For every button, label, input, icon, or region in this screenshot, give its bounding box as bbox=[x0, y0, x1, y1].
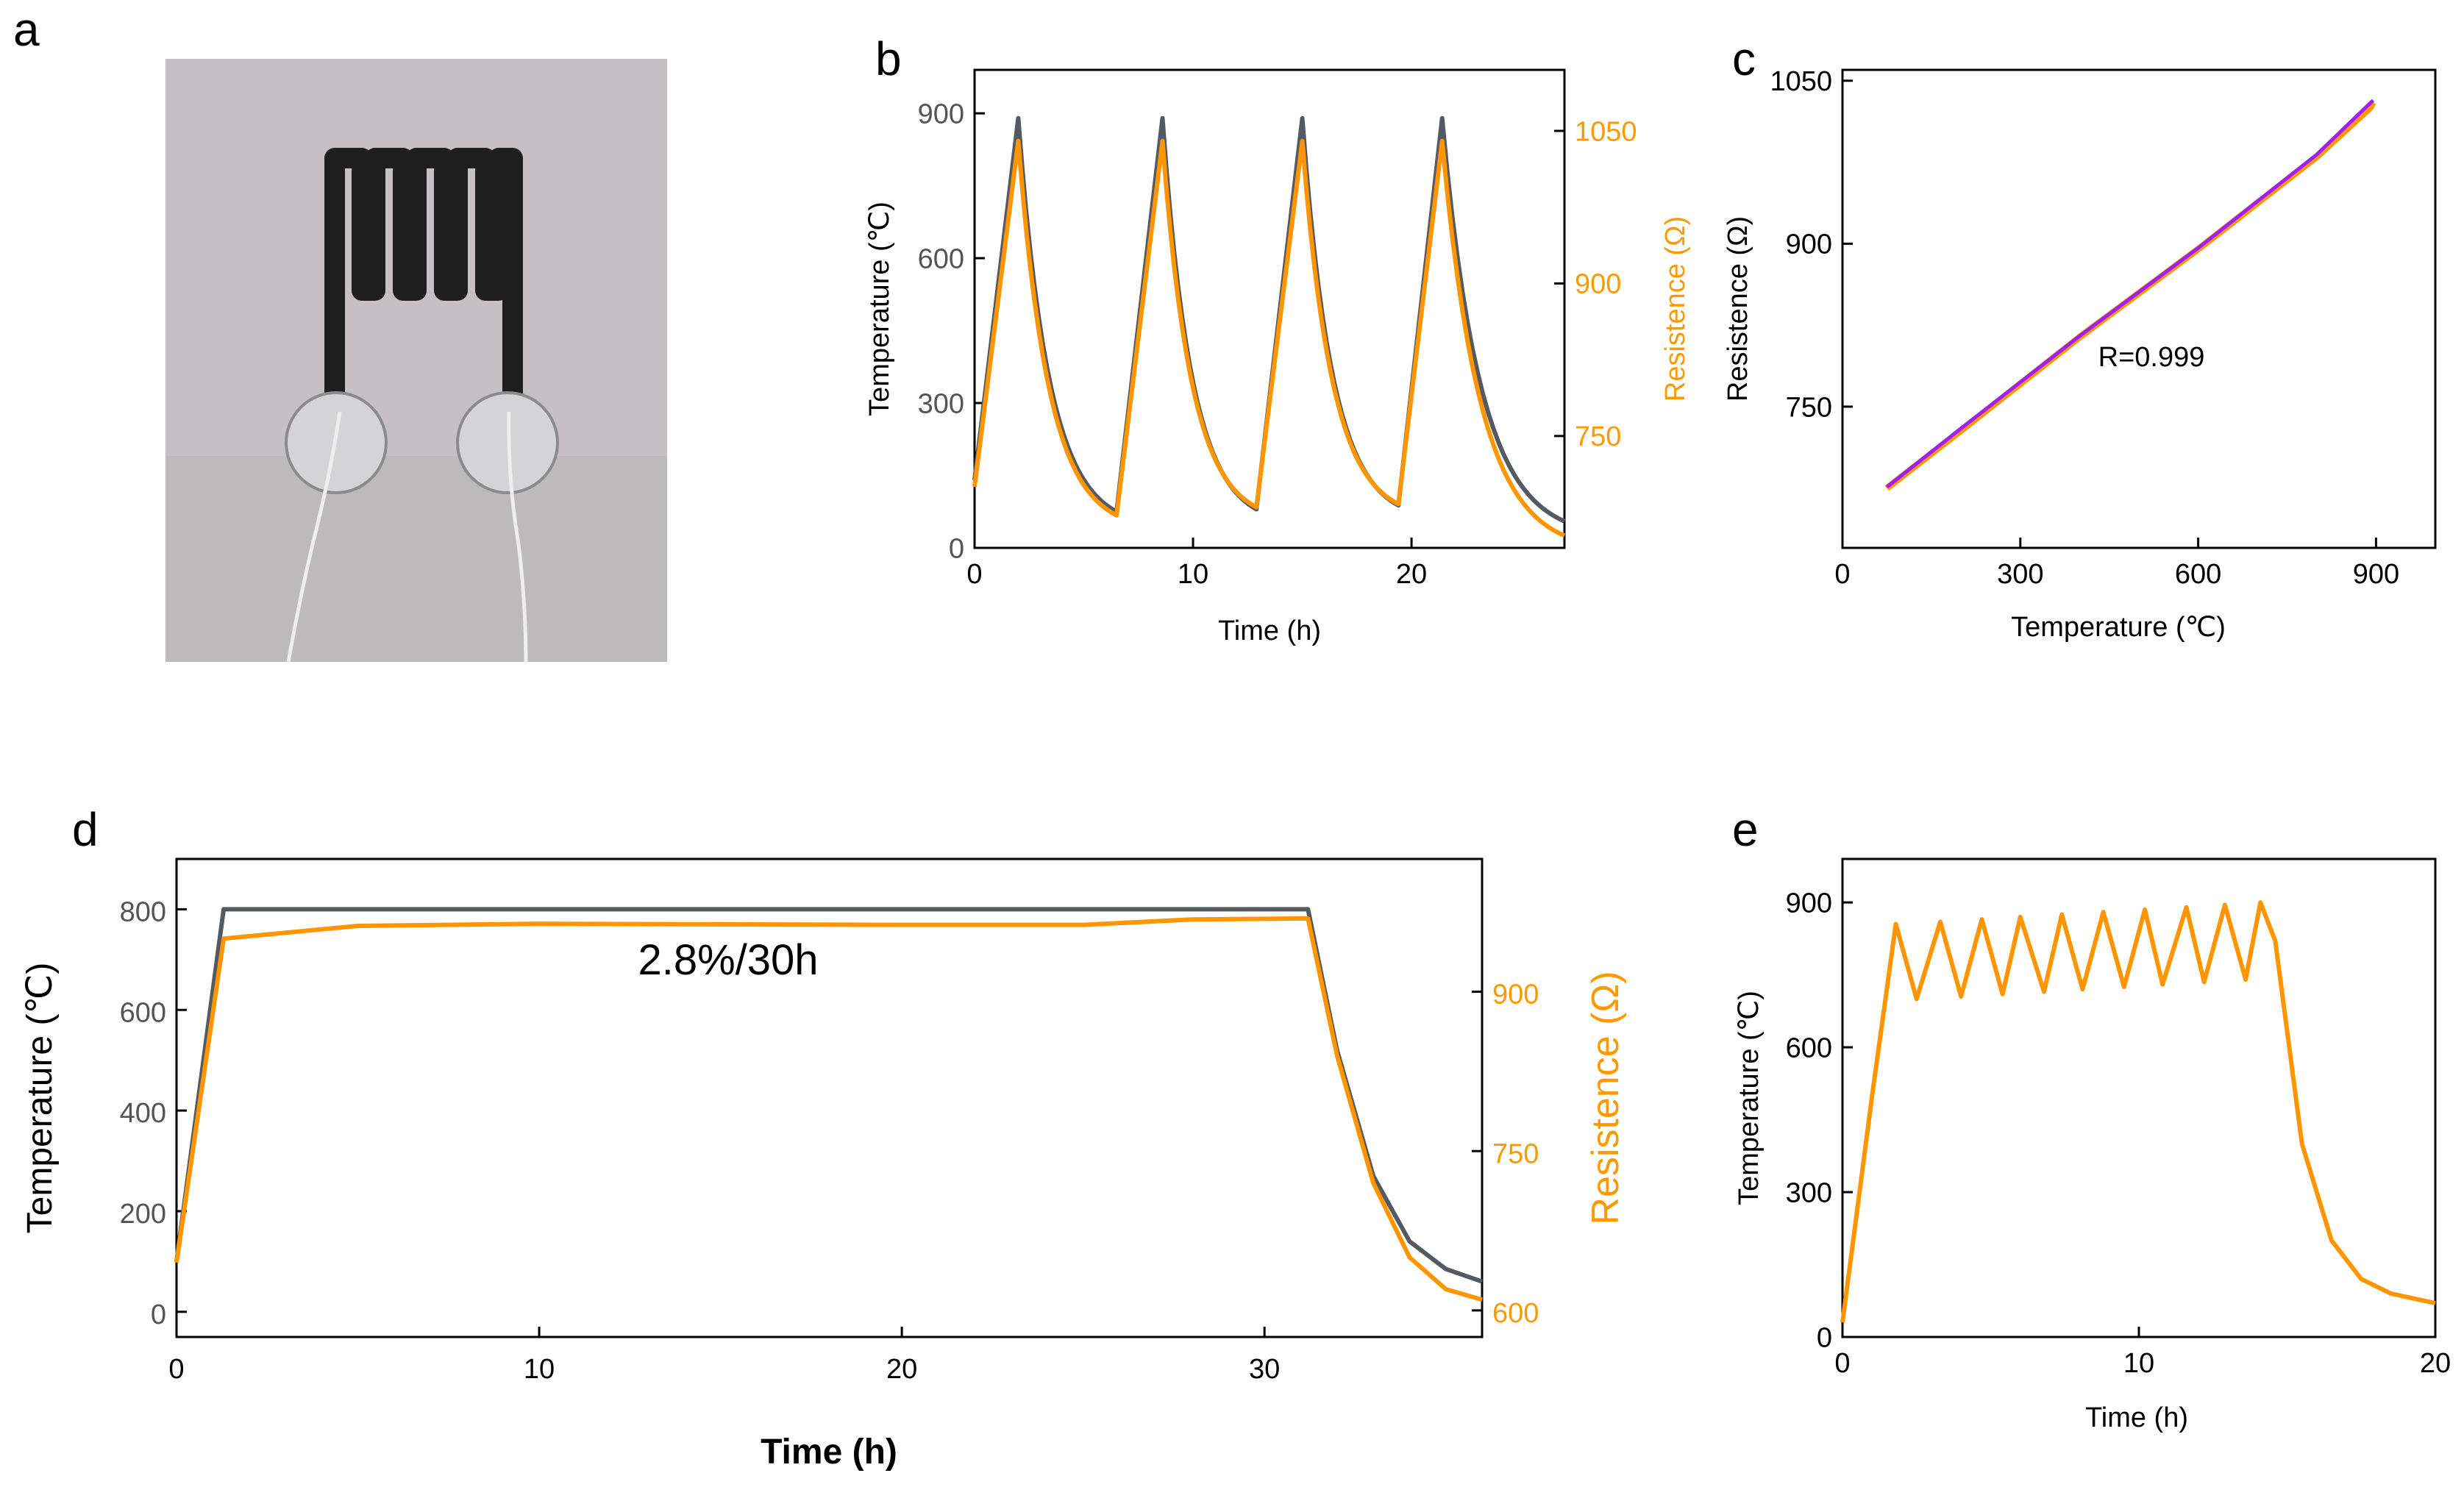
y-tick-label-e: 900 bbox=[1786, 888, 1832, 919]
x-axis-label-d: Time (h) bbox=[761, 1433, 897, 1472]
x-tick-label-e: 20 bbox=[2420, 1348, 2451, 1379]
heater-trace bbox=[324, 148, 523, 397]
x-axis-label-c: Temperature (℃) bbox=[2011, 612, 2226, 643]
y-axis-label-left-b: Temperature (℃) bbox=[864, 202, 895, 416]
x-tick-label-c: 600 bbox=[2175, 559, 2221, 590]
y-axis-label-c: Resistence (Ω) bbox=[1723, 216, 1753, 402]
y-tick-label-right-d: 750 bbox=[1492, 1138, 1539, 1169]
x-axis-label-b: Time (h) bbox=[1218, 616, 1321, 646]
annotation-d: 2.8%/30h bbox=[638, 936, 818, 984]
panel-letter-d: d bbox=[72, 803, 99, 856]
heater-photo bbox=[165, 59, 667, 663]
y-tick-label-left-b: 300 bbox=[918, 388, 964, 419]
plot-frame-b bbox=[973, 68, 1566, 549]
y-axis-label-left-d: Temperature (℃) bbox=[21, 963, 60, 1234]
series-line-b-resistance bbox=[972, 138, 1566, 538]
x-tick-label-d: 20 bbox=[886, 1354, 917, 1385]
series-line-d-temperature bbox=[174, 907, 1483, 1284]
series-line-b-temperature bbox=[972, 115, 1566, 524]
y-tick-label-left-d: 800 bbox=[120, 897, 166, 928]
wire-left bbox=[286, 411, 342, 663]
y-tick-label-right-b: 750 bbox=[1575, 421, 1621, 452]
panel-letter-e: e bbox=[1732, 803, 1759, 856]
plot-frame-d bbox=[175, 857, 1484, 1338]
x-tick-label-e: 10 bbox=[2123, 1348, 2154, 1379]
panel-letter-a: a bbox=[13, 3, 40, 56]
x-tick-label-d: 10 bbox=[524, 1354, 555, 1385]
wire-right bbox=[507, 411, 528, 663]
chart-d: 0 10 20 30 0 200 400 600 800 600 750 900 2.8%/30h… bbox=[21, 857, 1627, 1472]
series-line-d-resistance bbox=[174, 916, 1483, 1302]
series-line-e-temperature bbox=[1840, 900, 2436, 1323]
x-tick-label-e: 0 bbox=[1834, 1348, 1850, 1379]
x-tick-label-c: 300 bbox=[1997, 559, 2043, 590]
y-tick-label-e: 300 bbox=[1786, 1177, 1832, 1208]
chart-e: 0 10 20 0 300 600 900 Time (h) Temperature (℃… bbox=[1734, 857, 2451, 1433]
x-tick-label-b: 10 bbox=[1178, 559, 1208, 590]
y-axis-label-right-d: Resistence (Ω) bbox=[1584, 971, 1627, 1224]
y-tick-label-c: 900 bbox=[1786, 229, 1832, 260]
x-tick-label-c: 0 bbox=[1834, 559, 1850, 590]
y-axis-label-e: Temperature (℃) bbox=[1734, 991, 1765, 1205]
chart-c: 0 300 600 900 750 900 1050 R=0.999 Temperatur… bbox=[1723, 66, 2437, 643]
y-tick-label-left-d: 0 bbox=[151, 1299, 166, 1330]
x-tick-label-d: 0 bbox=[168, 1354, 184, 1385]
y-tick-label-right-b: 1050 bbox=[1575, 116, 1637, 147]
x-tick-label-b: 20 bbox=[1396, 559, 1427, 590]
y-tick-label-left-d: 600 bbox=[120, 997, 166, 1028]
y-tick-label-left-d: 400 bbox=[120, 1098, 166, 1129]
plot-frame-c bbox=[1841, 68, 2437, 549]
y-tick-label-left-b: 900 bbox=[918, 99, 964, 129]
y-tick-label-left-b: 600 bbox=[918, 243, 964, 274]
series-line-c-fit bbox=[1885, 99, 2375, 489]
annotation-c: R=0.999 bbox=[2098, 342, 2205, 373]
y-tick-label-right-d: 600 bbox=[1492, 1298, 1539, 1329]
y-tick-label-e: 600 bbox=[1786, 1033, 1832, 1063]
y-tick-label-right-b: 900 bbox=[1575, 269, 1621, 300]
x-tick-label-c: 900 bbox=[2353, 559, 2399, 590]
photo-shadow bbox=[165, 456, 667, 662]
y-tick-label-c: 1050 bbox=[1770, 66, 1832, 97]
y-tick-label-left-d: 200 bbox=[120, 1199, 166, 1230]
panel-letter-b: b bbox=[875, 32, 902, 85]
panel-letter-c: c bbox=[1732, 32, 1756, 85]
y-tick-label-left-b: 0 bbox=[949, 533, 964, 564]
y-tick-label-e: 0 bbox=[1817, 1322, 1832, 1353]
x-axis-label-e: Time (h) bbox=[2085, 1402, 2188, 1433]
chart-b: 0 10 20 0 300 600 900 750 900 1050 Time (h) Tem… bbox=[864, 68, 1691, 646]
y-tick-label-right-d: 900 bbox=[1492, 980, 1539, 1010]
y-tick-label-c: 750 bbox=[1786, 392, 1832, 423]
x-tick-label-b: 0 bbox=[966, 559, 982, 590]
y-axis-label-right-b: Resistence (Ω) bbox=[1660, 216, 1691, 402]
x-tick-label-d: 30 bbox=[1249, 1354, 1280, 1385]
